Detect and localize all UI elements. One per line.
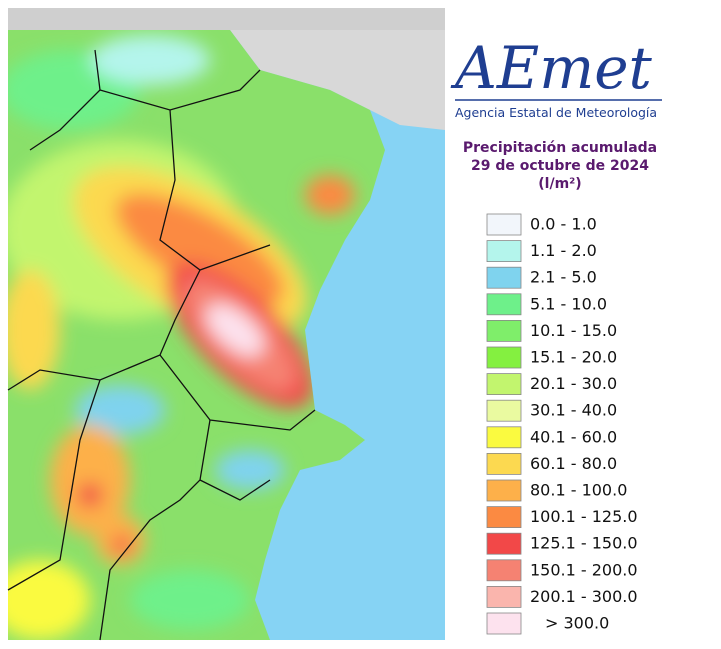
legend-label: 20.1 - 30.0 <box>530 374 617 393</box>
legend-swatch <box>486 559 522 582</box>
legend-swatch <box>486 213 522 236</box>
legend-label: 40.1 - 60.0 <box>530 427 617 446</box>
legend-swatch <box>486 586 522 608</box>
legend-label: 5.1 - 10.0 <box>530 294 607 313</box>
precipitation-field <box>8 30 385 640</box>
legend-label: > 300.0 <box>545 614 609 633</box>
legend-swatch <box>486 266 522 289</box>
legend-swatch <box>486 532 522 555</box>
logo: AEmet Agencia Estatal de Meteorología <box>450 34 662 120</box>
legend-swatch <box>486 452 522 475</box>
legend: 0.0 - 1.0 1.1 - 2.0 2.1 - 5.0 5.1 - 10.0 10.… <box>486 213 638 635</box>
title: Precipitación acumulada <box>463 140 657 156</box>
unit: (l/m²) <box>538 176 581 192</box>
legend-swatch <box>486 479 522 502</box>
agency-name: Agencia Estatal de Meteorología <box>455 105 657 120</box>
legend-label: 150.1 - 200.0 <box>530 560 638 579</box>
legend-label: 60.1 - 80.0 <box>530 454 617 473</box>
legend-swatch <box>486 346 522 369</box>
legend-swatch <box>486 373 522 396</box>
borders <box>7 49 316 641</box>
legend-label: 100.1 - 125.0 <box>530 507 638 526</box>
legend-swatch <box>486 240 522 263</box>
legend-swatch <box>486 319 522 342</box>
legend-swatch <box>486 426 522 449</box>
legend-swatch <box>486 293 522 316</box>
legend-label: 80.1 - 100.0 <box>530 481 627 500</box>
map <box>7 8 445 641</box>
legend-label: 1.1 - 2.0 <box>530 241 597 260</box>
legend-swatch <box>486 612 522 635</box>
top-strip <box>8 8 445 30</box>
legend-label: 0.0 - 1.0 <box>530 215 597 234</box>
terrain <box>230 30 445 130</box>
legend-label: 125.1 - 150.0 <box>530 534 638 553</box>
legend-label: 30.1 - 40.0 <box>530 401 617 420</box>
legend-label: 15.1 - 20.0 <box>530 348 617 367</box>
date: 29 de octubre de 2024 <box>471 158 649 174</box>
legend-label: 10.1 - 15.0 <box>530 321 617 340</box>
legend-swatch <box>486 506 522 529</box>
legend-swatch <box>486 399 522 422</box>
logo-text: AEmet <box>450 34 653 102</box>
legend-label: 200.1 - 300.0 <box>530 587 638 606</box>
legend-label: 2.1 - 5.0 <box>530 268 597 287</box>
